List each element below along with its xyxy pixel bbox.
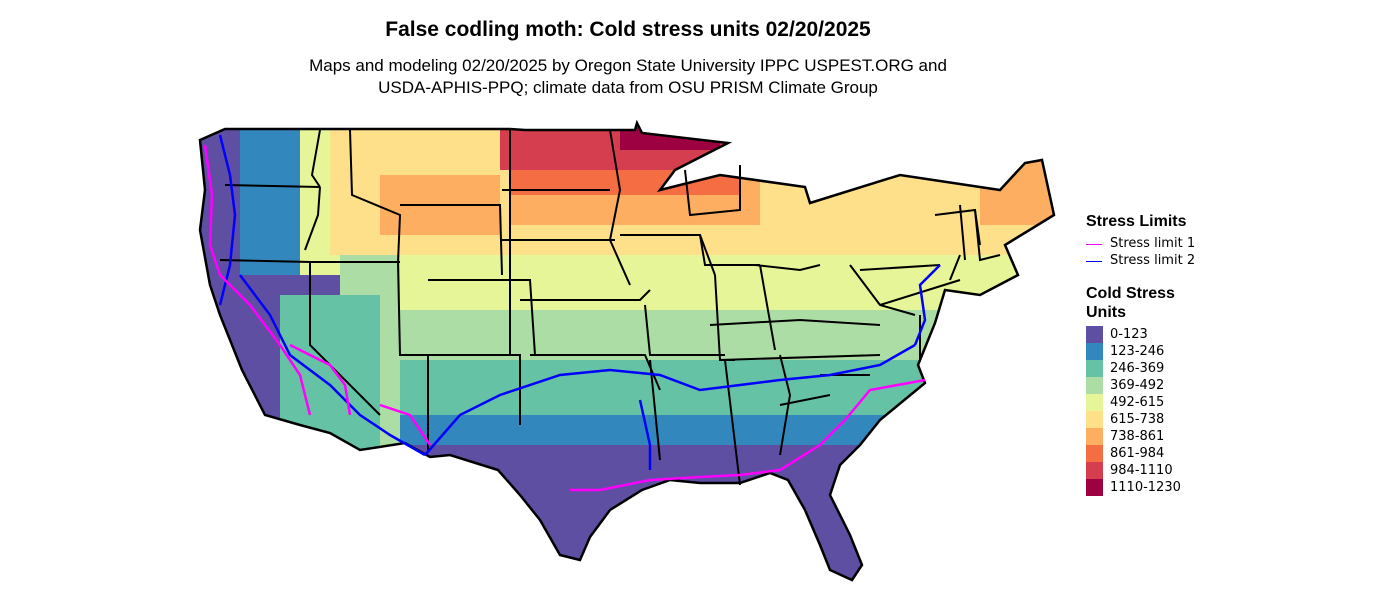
- legend-bin-label: 1110-1230: [1110, 480, 1181, 495]
- cold-stress-units-title: Cold Stress Units: [1086, 284, 1266, 322]
- legend-swatch: [1086, 479, 1103, 496]
- legend-bin-label: 246-369: [1110, 361, 1165, 376]
- legend-bin: 738-861: [1086, 428, 1266, 445]
- legend: Stress Limits Stress limit 1 Stress limi…: [1086, 212, 1266, 496]
- stress-limits-legend: Stress Limits Stress limit 1 Stress limi…: [1086, 212, 1266, 269]
- legend-swatch: [1086, 360, 1103, 377]
- legend-swatch: [1086, 326, 1103, 343]
- stress-limit-1-label: Stress limit 1: [1110, 236, 1196, 251]
- legend-bin-label: 984-1110: [1110, 463, 1173, 478]
- legend-swatch: [1086, 411, 1103, 428]
- legend-bin: 615-738: [1086, 411, 1266, 428]
- legend-swatch: [1086, 343, 1103, 360]
- legend-bin-label: 0-123: [1110, 327, 1148, 342]
- legend-swatch: [1086, 428, 1103, 445]
- legend-stress-limit-1: Stress limit 1: [1086, 235, 1266, 252]
- legend-bin: 1110-1230: [1086, 479, 1266, 496]
- legend-swatch: [1086, 377, 1103, 394]
- stress-limit-2-label: Stress limit 2: [1110, 253, 1196, 268]
- legend-bin: 0-123: [1086, 326, 1266, 343]
- stress-limit-1-key: [1086, 244, 1102, 245]
- legend-bin-label: 615-738: [1110, 412, 1165, 427]
- legend-bins: 0-123 123-246 246-369 369-492 492-615 61…: [1086, 326, 1266, 496]
- map-subtitle: Maps and modeling 02/20/2025 by Oregon S…: [0, 55, 1256, 99]
- legend-bin-label: 738-861: [1110, 429, 1165, 444]
- legend-bin-label: 369-492: [1110, 378, 1165, 393]
- cold-stress-units-legend: Cold Stress Units 0-123 123-246 246-369 …: [1086, 284, 1266, 496]
- legend-swatch: [1086, 394, 1103, 411]
- legend-bin-label: 861-984: [1110, 446, 1165, 461]
- legend-swatch: [1086, 462, 1103, 479]
- subtitle-line-1: Maps and modeling 02/20/2025 by Oregon S…: [309, 56, 947, 75]
- legend-bin: 492-615: [1086, 394, 1266, 411]
- legend-bin: 984-1110: [1086, 462, 1266, 479]
- stress-limit-2-contour: [218, 134, 941, 470]
- legend-stress-limit-2: Stress limit 2: [1086, 252, 1266, 269]
- legend-bin: 123-246: [1086, 343, 1266, 360]
- stress-limit-2-key: [1086, 261, 1102, 262]
- units-title-line-1: Cold Stress: [1086, 285, 1175, 302]
- stress-limit-1-contour: [203, 144, 926, 492]
- map-title: False codling moth: Cold stress units 02…: [385, 18, 871, 41]
- units-title-line-2: Units: [1086, 304, 1126, 321]
- us-cold-stress-map: [198, 121, 1056, 582]
- legend-bin: 369-492: [1086, 377, 1266, 394]
- subtitle-line-2: USDA-APHIS-PPQ; climate data from OSU PR…: [378, 78, 878, 97]
- legend-bin-label: 492-615: [1110, 395, 1165, 410]
- legend-swatch: [1086, 445, 1103, 462]
- legend-bin: 246-369: [1086, 360, 1266, 377]
- legend-bin: 861-984: [1086, 445, 1266, 462]
- stress-limits-title: Stress Limits: [1086, 213, 1187, 230]
- legend-bin-label: 123-246: [1110, 344, 1165, 359]
